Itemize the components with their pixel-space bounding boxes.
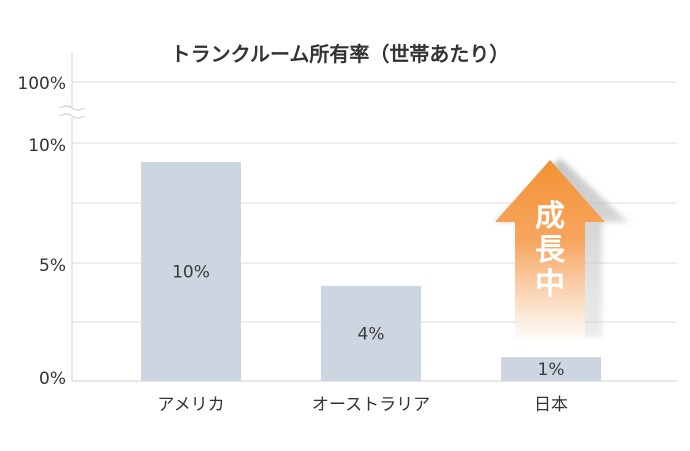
y-tick-label-5: 5% xyxy=(39,256,66,276)
y-tick-label-10: 10% xyxy=(28,136,66,156)
bar xyxy=(141,162,241,381)
growth-arrow-shape xyxy=(495,160,605,342)
y-tick-label-100: 100% xyxy=(17,74,66,94)
bar-value-label: 1% xyxy=(538,360,565,380)
growth-label-char: 中 xyxy=(535,267,565,302)
category-label: アメリカ xyxy=(157,395,224,415)
bar-value-label: 4% xyxy=(358,324,385,344)
bar xyxy=(501,357,601,381)
chart-title: トランクルーム所有率（世帯あたり） xyxy=(171,42,510,66)
growth-label-char: 長 xyxy=(535,233,566,268)
axis-break-mark xyxy=(59,105,85,119)
category-label: オーストラリア xyxy=(312,395,430,415)
bar-value-label: 10% xyxy=(172,263,210,283)
category-label: 日本 xyxy=(534,395,568,415)
growth-label-char: 成 xyxy=(535,199,565,234)
bar xyxy=(321,285,421,381)
y-tick-label-0: 0% xyxy=(39,369,66,389)
growth-arrow xyxy=(494,158,628,342)
bars: 10% 4% 1% xyxy=(141,162,601,381)
